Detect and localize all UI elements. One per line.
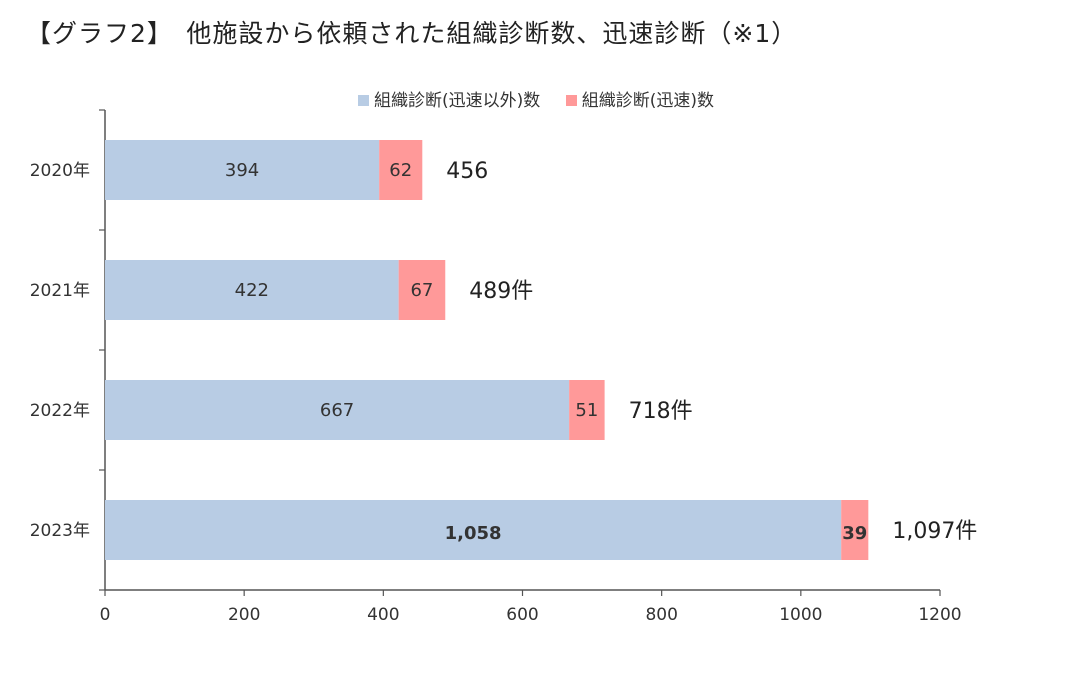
- bar-segment: [105, 500, 842, 560]
- x-tick-label: 1200: [918, 605, 961, 625]
- bar-value-label: 39: [842, 523, 867, 544]
- bar-segment: [379, 140, 423, 200]
- bar-segment: [105, 380, 570, 440]
- bar-total-label: 456: [446, 159, 488, 184]
- bar-value-label: 51: [575, 400, 598, 421]
- y-category-label: 2023年: [30, 521, 90, 541]
- bar-segment: [105, 140, 380, 200]
- bar-total-label: 718件: [629, 399, 693, 424]
- x-tick-label: 1000: [779, 605, 822, 625]
- legend-label-rapid: 組織診断(迅速)数: [581, 91, 714, 111]
- bar-segment: [105, 260, 399, 320]
- bar-value-label: 1,058: [445, 523, 502, 544]
- chart-title: 【グラフ2】 他施設から依頼された組織診断数、迅速診断（※1）: [26, 19, 798, 48]
- bar-value-label: 394: [225, 160, 259, 181]
- x-tick-label: 600: [506, 605, 538, 625]
- bar-segment: [569, 380, 605, 440]
- y-category-label: 2020年: [30, 161, 90, 181]
- bar-value-label: 667: [320, 400, 354, 421]
- x-tick-label: 800: [645, 605, 677, 625]
- legend-item-non-rapid: 組織診断(迅速以外)数: [358, 86, 540, 111]
- bar-value-label: 62: [389, 160, 412, 181]
- bar-segment: [841, 500, 869, 560]
- legend-label-non-rapid: 組織診断(迅速以外)数: [374, 91, 541, 111]
- legend-swatch-non-rapid: [358, 95, 370, 106]
- y-category-label: 2022年: [30, 401, 90, 421]
- bar-value-label: 422: [235, 280, 269, 301]
- bar-segment: [398, 260, 446, 320]
- x-tick-label: 400: [367, 605, 399, 625]
- x-tick-label: 200: [228, 605, 260, 625]
- legend-item-rapid: 組織診断(迅速)数: [565, 86, 714, 111]
- chart-legend: 組織診断(迅速以外)数 組織診断(迅速)数: [0, 86, 1072, 111]
- x-tick-label: 0: [100, 605, 111, 625]
- bar-value-label: 67: [410, 280, 433, 301]
- bar-total-label: 1,097件: [892, 519, 977, 544]
- bar-total-label: 489件: [469, 279, 533, 304]
- legend-swatch-rapid: [565, 95, 577, 106]
- y-category-label: 2021年: [30, 281, 90, 301]
